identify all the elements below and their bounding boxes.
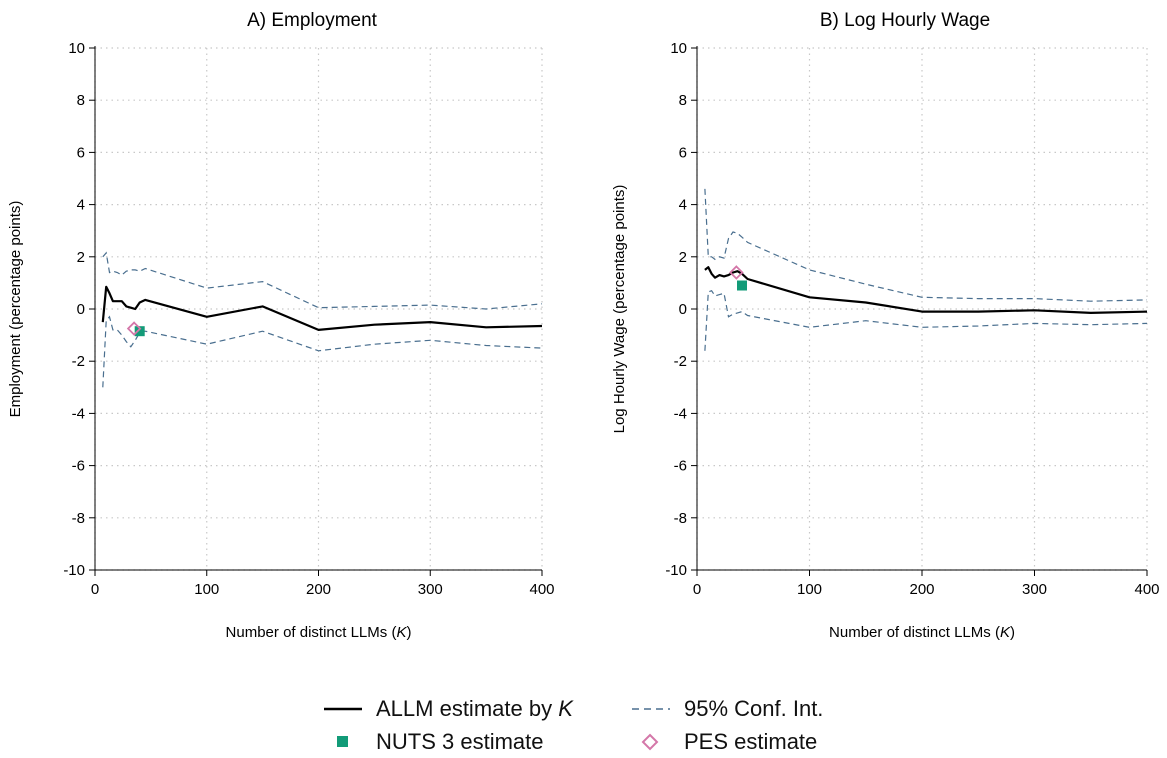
panel-wage-x-tick-label: 100 [797,581,822,598]
panel-employment-allm-line [101,285,543,331]
legend: ALLM estimate by K 95% Conf. Int. NUTS 3… [320,696,880,758]
panel-employment-ci-upper-line [102,251,543,310]
panel-wage-y-tick-label: 6 [679,144,687,161]
legend-ci-label: 95% Conf. Int. [684,696,824,721]
panel-employment-y-tick-label: 4 [77,197,85,214]
legend-item-pes: PES estimate [628,729,817,755]
panel-employment-x-tick-label: 0 [91,581,99,598]
legend-nuts-label: NUTS 3 estimate [376,729,544,754]
legend-item-ci: 95% Conf. Int. [628,696,823,722]
legend-allm-label-k: K [558,696,573,721]
panel-wage-y-tick-label: -2 [674,353,687,370]
panel-employment-y-axis-label: Employment (percentage points) [7,201,24,418]
panel-wage-ci-upper-line [704,188,1148,302]
panel-employment-x-tick-label: 400 [529,581,554,598]
panel-wage-y-tick-label: -6 [674,458,687,475]
legend-diamond-marker-icon [641,733,659,751]
panel-wage-x-tick-label: 300 [1022,581,1047,598]
panel-employment-y-tick-label: -2 [72,353,85,370]
panel-wage-y-axis-label: Log Hourly Wage (percentage points) [611,185,628,434]
panel-employment-ci-lower-line [102,315,543,388]
panel-employment-x-tick-label: 100 [194,581,219,598]
panel-employment-x-axis-label: Number of distinct LLMs (K) [226,624,412,641]
panel-wage-y-tick-label: 2 [679,249,687,266]
panel-wage-x-axis-label: Number of distinct LLMs (K) [829,624,1015,641]
legend-solid-line-icon [324,707,362,711]
panel-employment-y-tick-label: -10 [63,562,85,579]
panel-employment-y-tick-label: -4 [72,405,85,422]
legend-square-marker-icon [337,736,348,747]
panel-employment-y-tick-label: 10 [68,40,85,57]
panel-employment-y-tick-label: -6 [72,458,85,475]
panel-employment-y-tick-label: 6 [77,144,85,161]
panel-employment-x-tick-label: 300 [418,581,443,598]
panel-employment-y-tick-label: 0 [77,301,85,318]
panel-wage-y-tick-label: -4 [674,405,687,422]
panel-wage-y-tick-label: 10 [670,40,687,57]
panel-employment-y-tick-label: 2 [77,249,85,266]
legend-item-allm: ALLM estimate by K [320,696,573,722]
panel-employment-y-tick-label: -8 [72,510,85,527]
legend-pes-label: PES estimate [684,729,818,754]
panel-wage-x-tick-label: 400 [1134,581,1159,598]
panel-employment-x-tick-label: 200 [306,581,331,598]
panel-wage-x-tick-label: 0 [693,581,701,598]
panel-wage-ci-lower-line [704,289,1148,351]
panel-wage-y-tick-label: -10 [665,562,687,579]
panel-employment-title: A) Employment [247,10,378,31]
panel-wage-title: B) Log Hourly Wage [820,10,990,31]
legend-allm-label: ALLM estimate by [376,696,559,721]
panel-wage-nuts3-marker [737,280,747,291]
panel-employment-nuts3-marker [134,326,145,337]
panel-wage-x-tick-label: 200 [909,581,934,598]
panel-wage-y-tick-label: 0 [679,301,687,318]
panel-employment-y-tick-label: 8 [77,92,85,109]
legend-item-nuts: NUTS 3 estimate [320,729,544,755]
panel-wage-allm-line [704,266,1148,314]
panel-wage-y-tick-label: 4 [679,197,687,214]
panel-employment-pes-marker [126,321,142,336]
panel-wage-y-tick-label: -8 [674,510,687,527]
legend-dashed-line-icon [632,708,670,710]
panel-wage-y-tick-label: 8 [679,92,687,109]
panel-wage-pes-marker [729,265,744,280]
